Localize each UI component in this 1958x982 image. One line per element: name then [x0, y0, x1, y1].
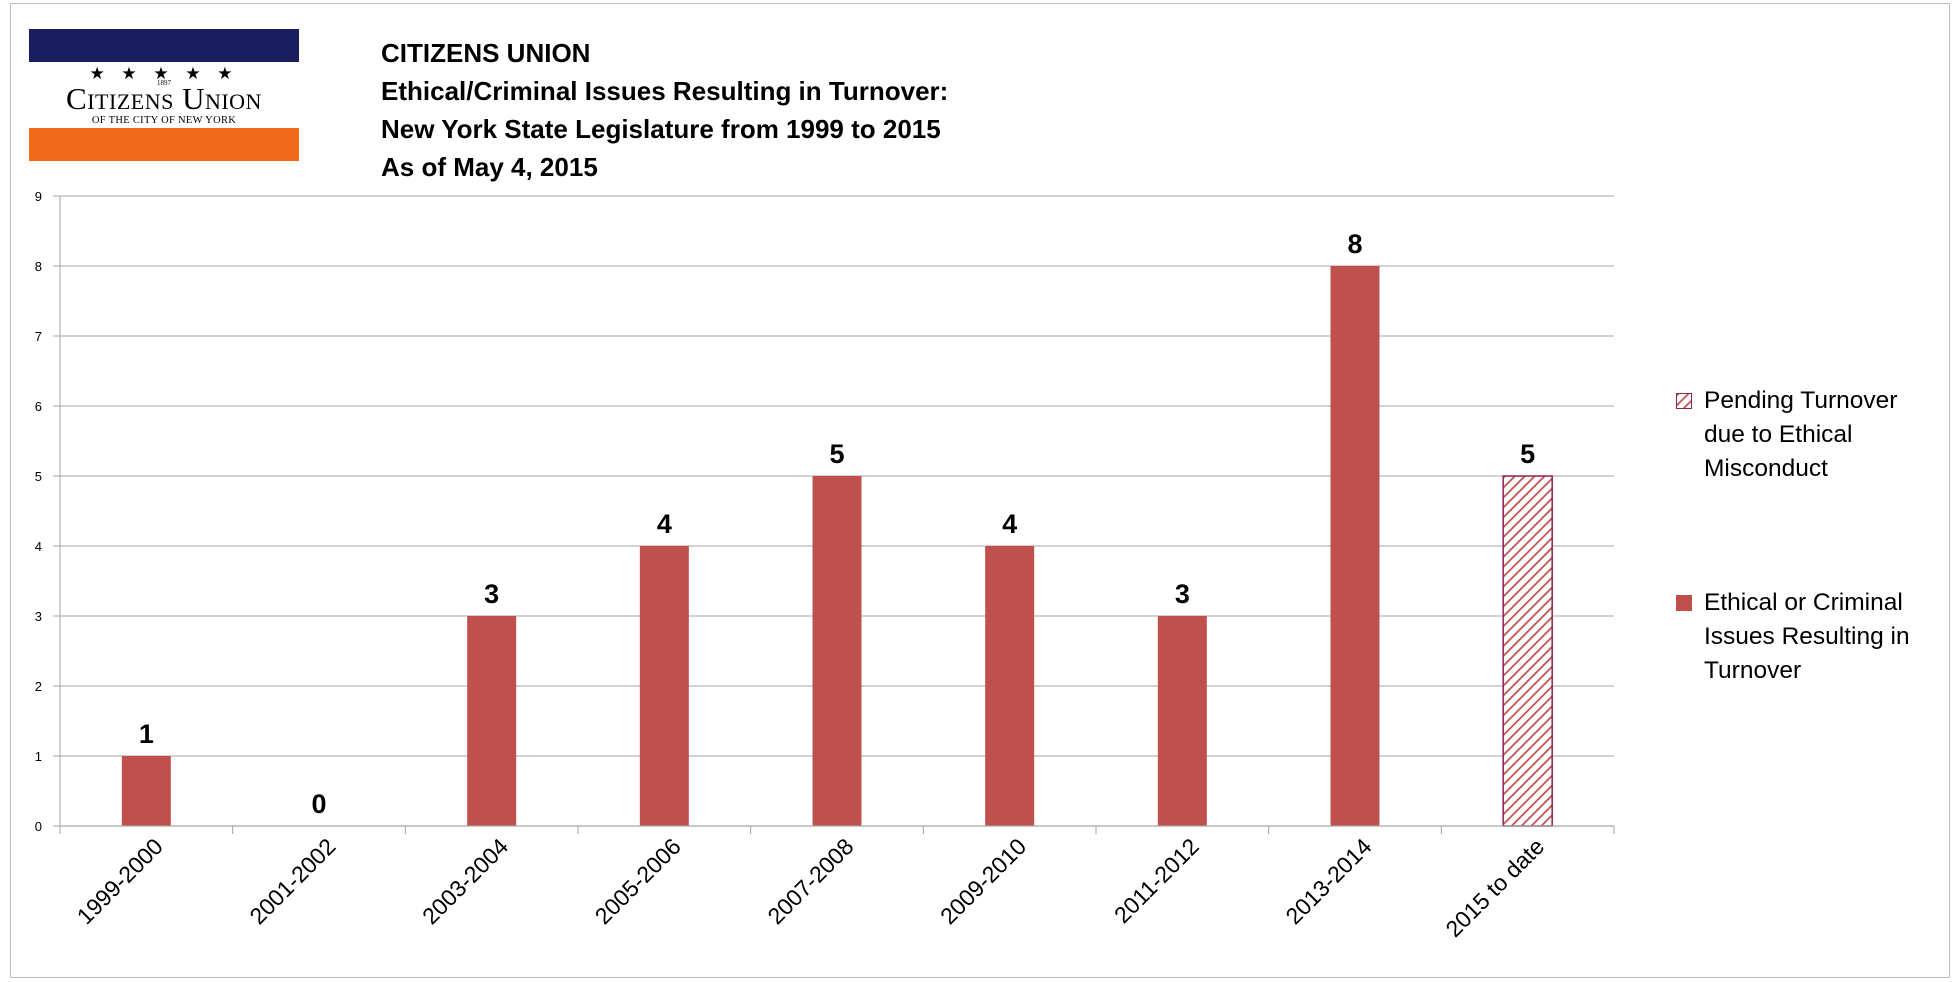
logo-orange-band — [29, 128, 299, 161]
x-tick-label-2007-2008: 2007-2008 — [762, 833, 858, 929]
y-tick-label-2: 2 — [35, 679, 42, 694]
logo-wordmark: Citizens Union — [66, 81, 262, 116]
chart-frame — [10, 3, 1950, 978]
data-label-2013-2014: 8 — [1347, 229, 1362, 259]
x-tick-label-2013-2014: 2013-2014 — [1280, 833, 1376, 929]
data-label-2007-2008: 5 — [829, 439, 844, 469]
title-line-4: As of May 4, 2015 — [381, 152, 598, 182]
data-label-1999-2000: 1 — [139, 719, 154, 749]
x-tick-label-2001-2002: 2001-2002 — [244, 833, 340, 929]
y-tick-label-8: 8 — [35, 259, 42, 274]
x-tick-label-2005-2006: 2005-2006 — [590, 833, 686, 929]
y-tick-label-3: 3 — [35, 609, 42, 624]
y-tick-label-7: 7 — [35, 329, 42, 344]
x-tick-label-2015 to date: 2015 to date — [1440, 833, 1549, 942]
logo-year: 1897 — [157, 79, 171, 87]
citizens-union-logo: ★ ★ ★ ★ ★ 1897 Citizens Union OF THE CIT… — [29, 29, 299, 162]
bar-2007-2008 — [812, 476, 862, 826]
y-tick-label-0: 0 — [35, 819, 42, 834]
data-label-2005-2006: 4 — [657, 509, 672, 539]
bar-2005-2006 — [639, 546, 689, 826]
legend-swatch-pending — [1676, 393, 1692, 409]
bar-2011-2012 — [1157, 616, 1207, 826]
data-labels: 1 0 3 4 5 4 3 8 5 — [139, 229, 1535, 819]
data-label-2015 to date: 5 — [1520, 439, 1535, 469]
title-line-3: New York State Legislature from 1999 to … — [381, 114, 941, 144]
data-label-2009-2010: 4 — [1002, 509, 1017, 539]
bars — [121, 266, 1553, 827]
x-tick-label-1999-2000: 1999-2000 — [72, 833, 168, 929]
bar-2003-2004 — [467, 616, 517, 826]
bar-pending-2015 to date — [1502, 475, 1553, 827]
title-line-2: Ethical/Criminal Issues Resulting in Tur… — [381, 76, 949, 106]
x-tick-label-2003-2004: 2003-2004 — [417, 833, 513, 929]
data-label-2003-2004: 3 — [484, 579, 499, 609]
bar-2009-2010 — [985, 546, 1035, 826]
chart-title-block: CITIZENS UNION Ethical/Criminal Issues R… — [381, 34, 948, 186]
logo-subtitle: OF THE CITY OF NEW YORK — [91, 115, 237, 126]
legend-swatch-ethical — [1676, 595, 1692, 611]
logo-navy-band — [29, 29, 299, 62]
legend-label-pending: Pending Turnover due to Ethical Miscondu… — [1704, 387, 1898, 482]
bar-1999-2000 — [121, 756, 171, 826]
data-label-2011-2012: 3 — [1175, 579, 1190, 609]
y-tick-label-5: 5 — [35, 469, 42, 484]
title-line-1: CITIZENS UNION — [381, 38, 591, 68]
logo-stars: ★ ★ ★ ★ ★ — [89, 64, 239, 83]
bar-2013-2014 — [1330, 266, 1380, 826]
x-tick-label-2009-2010: 2009-2010 — [935, 833, 1031, 929]
legend-label-ethical: Ethical or Criminal Issues Resulting in … — [1704, 589, 1910, 684]
data-label-2001-2002: 0 — [311, 789, 326, 819]
y-tick-label-4: 4 — [35, 539, 42, 554]
x-tick-label-2011-2012: 2011-2012 — [1109, 833, 1204, 928]
y-tick-label-9: 9 — [35, 189, 42, 204]
y-tick-label-6: 6 — [35, 399, 42, 414]
y-tick-label-1: 1 — [35, 749, 42, 764]
